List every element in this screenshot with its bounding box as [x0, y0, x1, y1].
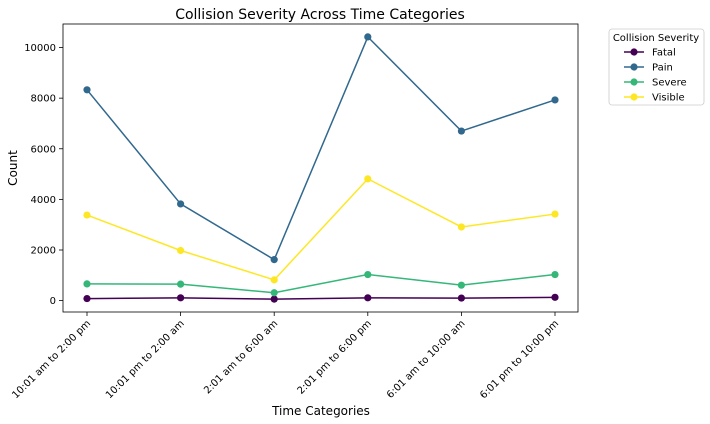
- y-tick-label: 10000: [24, 43, 56, 54]
- data-point: [364, 294, 372, 302]
- legend-label: Pain: [652, 63, 673, 74]
- y-tick-label: 4000: [31, 195, 56, 206]
- y-axis: 0 2000 4000 6000 8000 10000: [24, 43, 63, 307]
- series-visible: [83, 175, 559, 284]
- x-tick-label: 6:01 am to 10:00 am: [385, 318, 468, 401]
- series-line: [86, 296, 556, 300]
- y-tick-label: 6000: [31, 144, 56, 155]
- data-point: [270, 256, 278, 264]
- y-tick-label: 0: [50, 296, 56, 307]
- legend-item-fatal: Fatal: [624, 48, 676, 59]
- data-point: [83, 211, 91, 219]
- legend-marker: [630, 93, 638, 101]
- data-point: [177, 294, 185, 302]
- chart-title: Collision Severity Across Time Categorie…: [175, 7, 465, 23]
- data-point: [457, 281, 465, 289]
- legend: Collision Severity Fatal Pain Severe Visibl…: [608, 28, 705, 106]
- data-point: [83, 86, 91, 94]
- data-point: [177, 200, 185, 208]
- series-severe: [83, 270, 559, 297]
- legend-label: Severe: [652, 78, 687, 89]
- data-point: [177, 246, 185, 255]
- x-tick-label: 2:01 pm to 6:00 pm: [296, 318, 374, 396]
- x-tick-label: 10:01 pm to 2:00 am: [104, 318, 187, 401]
- data-point: [364, 175, 372, 183]
- data-point: [457, 294, 465, 302]
- legend-title: Collision Severity: [613, 33, 699, 44]
- y-axis-label: Count: [6, 150, 20, 186]
- data-point: [457, 223, 465, 231]
- data-point: [457, 127, 465, 135]
- legend-marker: [630, 78, 638, 86]
- data-point: [270, 295, 278, 303]
- series-line: [86, 273, 556, 294]
- x-tick-label: 6:01 pm to 10:00 pm: [478, 318, 561, 401]
- y-tick-label: 8000: [31, 94, 56, 105]
- x-tick-label: 10:01 am to 2:00 pm: [10, 318, 93, 401]
- data-point: [83, 280, 91, 288]
- data-point: [83, 294, 91, 303]
- series-fatal: [83, 293, 559, 303]
- series-line: [86, 35, 556, 261]
- legend-item-severe: Severe: [624, 78, 687, 89]
- data-point: [177, 280, 185, 288]
- plot-area: [62, 23, 579, 313]
- data-point: [551, 293, 559, 301]
- legend-box: [608, 28, 705, 106]
- legend-item-visible: Visible: [624, 93, 685, 104]
- data-point: [270, 276, 278, 284]
- data-point: [551, 210, 559, 218]
- series-pain: [83, 33, 559, 264]
- data-point: [364, 270, 372, 279]
- x-axis-label: Time Categories: [271, 404, 370, 418]
- data-point: [364, 33, 372, 41]
- x-tick-label: 2:01 am to 6:00 am: [202, 318, 280, 396]
- series-layer: [83, 33, 559, 303]
- data-point: [270, 289, 278, 297]
- x-axis: 10:01 am to 2:00 pm 10:01 pm to 2:00 am 2:…: [10, 312, 561, 401]
- series-line: [86, 177, 556, 281]
- legend-label: Fatal: [652, 48, 676, 59]
- legend-label: Visible: [652, 93, 685, 104]
- data-point: [551, 96, 559, 104]
- legend-item-pain: Pain: [624, 63, 673, 74]
- data-point: [551, 270, 559, 279]
- legend-marker: [630, 48, 638, 56]
- y-tick-label: 2000: [31, 245, 56, 256]
- legend-marker: [630, 63, 638, 71]
